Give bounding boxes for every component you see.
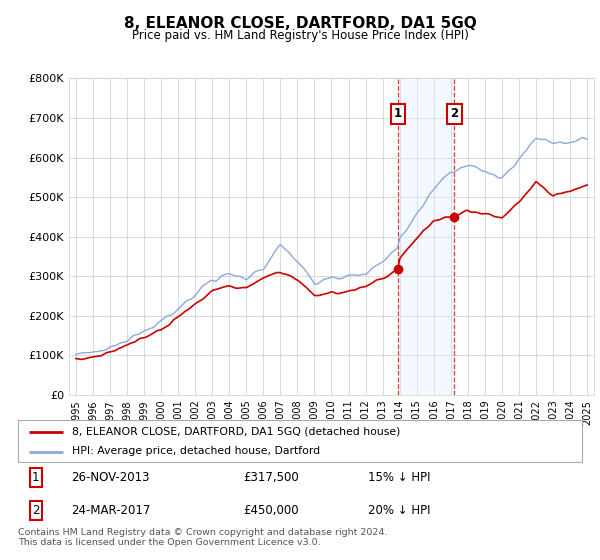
Text: £317,500: £317,500: [244, 471, 299, 484]
Text: Contains HM Land Registry data © Crown copyright and database right 2024.
This d: Contains HM Land Registry data © Crown c…: [18, 528, 388, 547]
Text: 8, ELEANOR CLOSE, DARTFORD, DA1 5GQ: 8, ELEANOR CLOSE, DARTFORD, DA1 5GQ: [124, 16, 476, 31]
Text: 15% ↓ HPI: 15% ↓ HPI: [368, 471, 430, 484]
Text: 24-MAR-2017: 24-MAR-2017: [71, 504, 151, 517]
Text: 1: 1: [32, 471, 40, 484]
Text: 20% ↓ HPI: 20% ↓ HPI: [368, 504, 430, 517]
Text: 26-NOV-2013: 26-NOV-2013: [71, 471, 150, 484]
Text: 8, ELEANOR CLOSE, DARTFORD, DA1 5GQ (detached house): 8, ELEANOR CLOSE, DARTFORD, DA1 5GQ (det…: [71, 427, 400, 437]
Text: 1: 1: [394, 108, 402, 120]
Text: £450,000: £450,000: [244, 504, 299, 517]
Bar: [398, 78, 454, 395]
Text: 2: 2: [450, 108, 458, 120]
Text: HPI: Average price, detached house, Dartford: HPI: Average price, detached house, Dart…: [71, 446, 320, 456]
Text: Price paid vs. HM Land Registry's House Price Index (HPI): Price paid vs. HM Land Registry's House …: [131, 29, 469, 42]
Text: 2: 2: [32, 504, 40, 517]
